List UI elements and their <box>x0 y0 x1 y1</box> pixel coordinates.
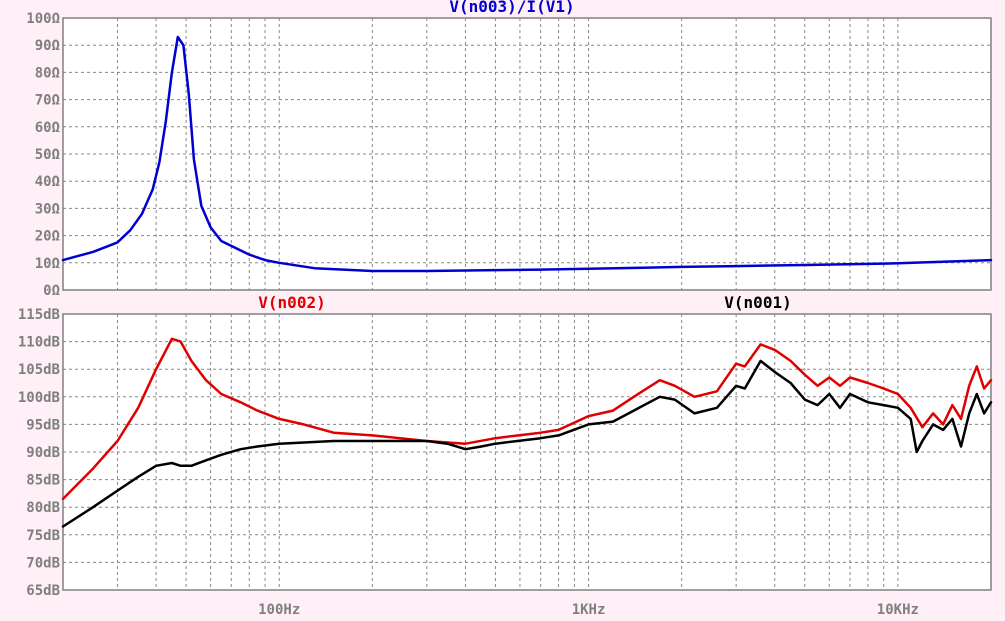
x-tick-label: 100Hz <box>258 602 300 618</box>
y-tick-label: 110dB <box>18 335 60 351</box>
y-tick-label: 100dB <box>18 390 60 406</box>
y-tick-label: 10Ω <box>35 256 60 272</box>
y-tick-label: 65dB <box>26 583 60 599</box>
y-tick-label: 60Ω <box>35 120 60 136</box>
top-trace-label[interactable]: V(n003)/I(V1) <box>449 0 574 16</box>
y-tick-label: 30Ω <box>35 201 60 217</box>
y-tick-label: 70Ω <box>35 93 60 109</box>
y-tick-label: 20Ω <box>35 229 60 245</box>
y-tick-label: 0Ω <box>43 283 60 299</box>
trace-1-0[interactable] <box>61 337 993 501</box>
y-tick-label: 115dB <box>18 307 60 323</box>
black-trace-label[interactable]: V(n001) <box>724 293 791 312</box>
x-tick-label: 10KHz <box>877 602 919 618</box>
y-tick-label: 90dB <box>26 445 60 461</box>
y-tick-label: 90Ω <box>35 38 60 54</box>
y-tick-label: 70dB <box>26 555 60 571</box>
y-tick-label: 40Ω <box>35 174 60 190</box>
y-tick-label: 75dB <box>26 528 60 544</box>
y-tick-label: 105dB <box>18 362 60 378</box>
y-tick-label: 85dB <box>26 473 60 489</box>
trace-1-1[interactable] <box>61 359 993 528</box>
y-tick-label: 50Ω <box>35 147 60 163</box>
x-tick-label: 1KHz <box>572 602 606 618</box>
y-tick-label: 80Ω <box>35 65 60 81</box>
y-tick-label: 95dB <box>26 417 60 433</box>
plot-frame-1 <box>62 313 992 591</box>
plot-frame-0 <box>62 17 992 291</box>
y-tick-label: 80dB <box>26 500 60 516</box>
red-trace-label[interactable]: V(n002) <box>258 293 325 312</box>
trace-0-0[interactable] <box>61 35 993 273</box>
y-tick-label: 100Ω <box>26 11 60 27</box>
